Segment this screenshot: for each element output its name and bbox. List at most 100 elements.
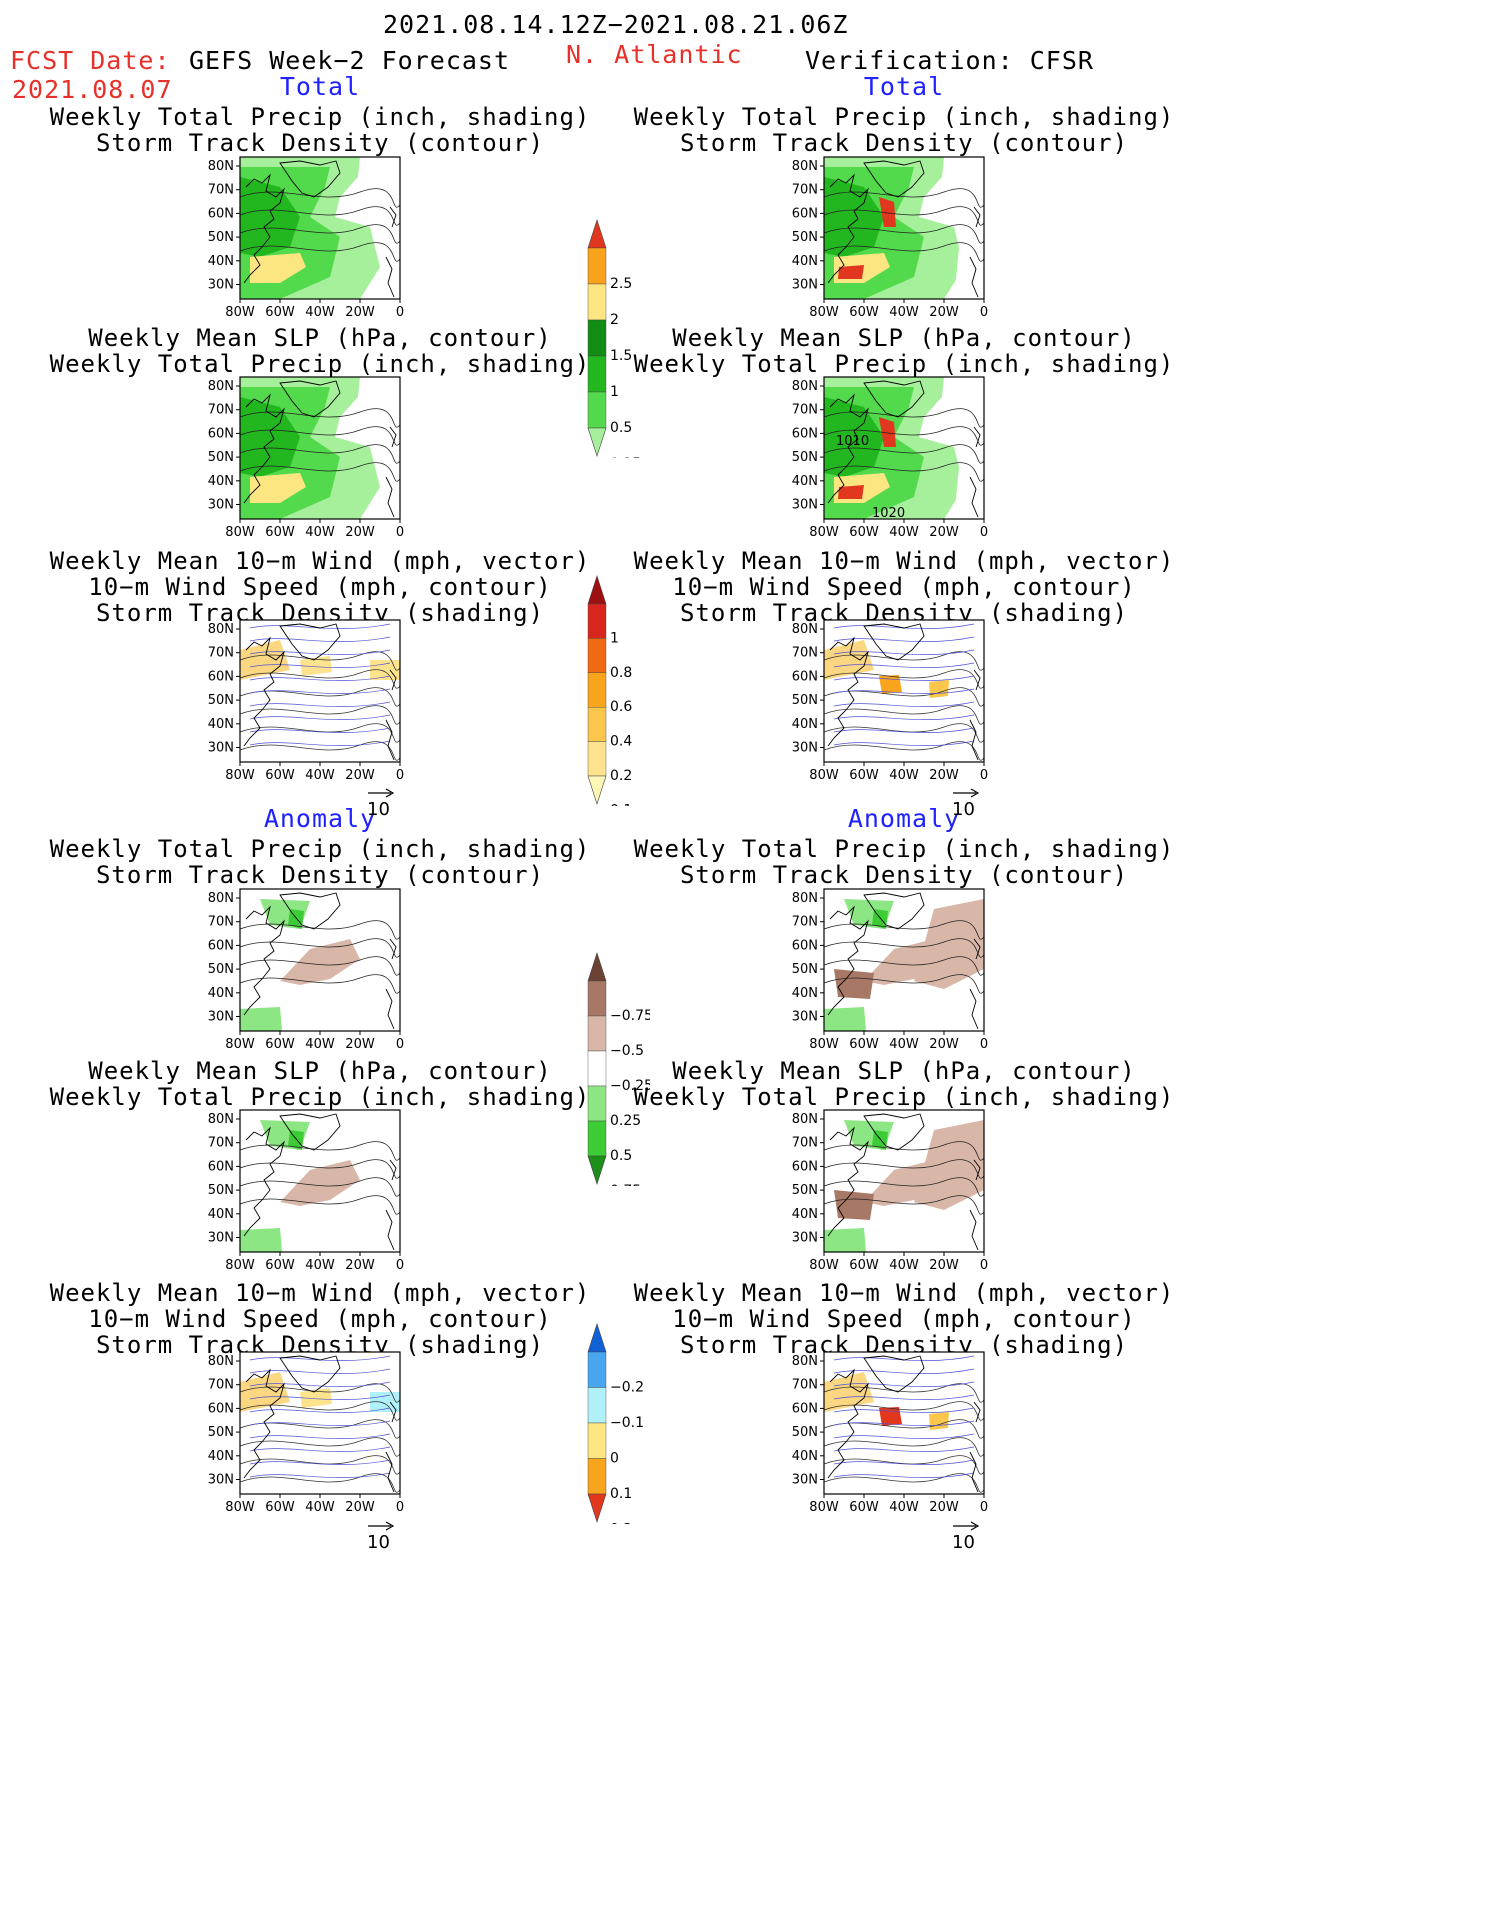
lat-tick-label: 60N [208, 206, 234, 221]
panel-title-6l: Weekly Mean 10−m Wind (mph, vector) 10−m … [49, 1279, 591, 1359]
lat-tick-label: 50N [208, 230, 234, 245]
slp-contour-label: 1010 [836, 434, 869, 449]
colorbar-segment [587, 1351, 607, 1388]
lon-tick-label: 80W [809, 1258, 839, 1273]
lat-tick-label: 80N [792, 891, 818, 906]
colorbar-label: 1.5 [610, 348, 632, 364]
lon-tick-label: 60W [265, 1500, 295, 1515]
lat-tick-label: 40N [208, 1449, 234, 1464]
vector-ref-6l: 10 [367, 1515, 395, 1553]
lat-tick-label: 50N [792, 1183, 818, 1198]
colorbar-label: −0.75 [610, 1008, 650, 1024]
panel-title-2r: Weekly Mean SLP (hPa, contour) Weekly Tot… [633, 324, 1175, 378]
lon-tick-label: 80W [809, 305, 839, 320]
lat-tick-label: 30N [208, 1473, 234, 1488]
lat-tick-label: 70N [792, 646, 818, 661]
lat-tick-label: 80N [208, 1354, 234, 1369]
lat-tick-label: 70N [792, 1136, 818, 1151]
lat-tick-label: 50N [208, 693, 234, 708]
lon-tick-label: 40W [305, 1037, 335, 1052]
lat-tick-label: 50N [792, 693, 818, 708]
lat-tick-label: 80N [792, 622, 818, 637]
lat-tick-label: 80N [208, 622, 234, 637]
colorbar-label: −0.25 [610, 1078, 650, 1094]
arrow-icon [953, 788, 980, 798]
lat-tick-label: 70N [208, 183, 234, 198]
map-panel-8: 80N 70N 60N 50N 40N 30N 80W 60W 40W 20W 0 [784, 883, 994, 1055]
colorbar-segment [587, 1387, 607, 1424]
lat-tick-label: 30N [792, 741, 818, 756]
lat-tick-label: 60N [792, 1159, 818, 1174]
lat-tick-label: 60N [208, 1401, 234, 1416]
lon-tick-label: 20W [345, 525, 375, 540]
lat-tick-label: 60N [208, 1159, 234, 1174]
lat-tick-label: 60N [792, 1401, 818, 1416]
lat-tick-label: 30N [208, 278, 234, 293]
lat-tick-label: 30N [792, 1231, 818, 1246]
lon-tick-label: 0 [980, 525, 988, 540]
lat-tick-label: 80N [208, 1112, 234, 1127]
lat-tick-label: 60N [208, 426, 234, 441]
colorbar-label: −0.2 [610, 1380, 644, 1396]
lat-tick-label: 80N [792, 1112, 818, 1127]
lat-tick-label: 80N [208, 379, 234, 394]
lat-tick-label: 70N [792, 403, 818, 418]
lon-tick-label: 0 [980, 1037, 988, 1052]
colorbar-segment [587, 1015, 607, 1052]
lon-tick-label: 20W [345, 1500, 375, 1515]
lon-tick-label: 80W [225, 525, 255, 540]
lat-tick-label: 40N [792, 986, 818, 1001]
colorbar-segment [587, 319, 607, 357]
lon-tick-label: 20W [929, 768, 959, 783]
lon-tick-label: 60W [849, 768, 879, 783]
vector-ref-3l: 10 [367, 782, 395, 820]
colorbar-top-arrow [587, 219, 607, 249]
colorbar-segment [587, 247, 607, 285]
map-panel-11: 80N 70N 60N 50N 40N 30N 80W 60W 40W 20W 0 [200, 1346, 410, 1518]
lat-tick-label: 40N [792, 1449, 818, 1464]
colorbar-segment [587, 1120, 607, 1157]
lat-tick-label: 70N [208, 1136, 234, 1151]
colorbar-bottom-arrow [587, 427, 607, 457]
panel-title-4r: Weekly Total Precip (inch, shading) Storm… [633, 835, 1175, 889]
colorbar-label: 2 [610, 312, 619, 328]
colorbar-track-anom: −0.2 −0.1 0 0.1 0.2 [580, 1322, 650, 1538]
lat-tick-label: 30N [208, 741, 234, 756]
lat-tick-label: 30N [208, 498, 234, 513]
lat-tick-label: 60N [792, 206, 818, 221]
lon-tick-label: 40W [305, 525, 335, 540]
arrow-icon [368, 1521, 395, 1531]
lat-tick-label: 70N [208, 403, 234, 418]
colorbar-segment [587, 706, 607, 742]
lon-tick-label: 20W [929, 1500, 959, 1515]
colorbar-label: −0.1 [610, 1415, 644, 1431]
section-anomaly-left: Anomaly [263, 804, 377, 833]
lon-tick-label: 80W [809, 525, 839, 540]
lon-tick-label: 0 [980, 1500, 988, 1515]
lat-tick-label: 50N [208, 1183, 234, 1198]
colorbar-label: 0.2 [610, 768, 632, 784]
lon-tick-label: 80W [809, 1037, 839, 1052]
lat-tick-label: 40N [208, 474, 234, 489]
lat-tick-label: 80N [792, 1354, 818, 1369]
lat-tick-label: 40N [792, 254, 818, 269]
colorbar-label: 0.2 [610, 1522, 632, 1525]
lon-tick-label: 60W [265, 525, 295, 540]
lon-tick-label: 40W [889, 1258, 919, 1273]
lat-tick-label: 40N [208, 986, 234, 1001]
lon-tick-label: 0 [396, 525, 404, 540]
lon-tick-label: 60W [849, 525, 879, 540]
colorbar-segment [587, 980, 607, 1017]
lon-tick-label: 20W [929, 525, 959, 540]
lat-tick-label: 30N [792, 1473, 818, 1488]
colorbar-label: 0.5 [610, 1148, 632, 1164]
lon-tick-label: 20W [929, 305, 959, 320]
vector-ref-6r: 10 [952, 1515, 980, 1553]
colorbar-segment [587, 391, 607, 429]
lon-tick-label: 60W [265, 305, 295, 320]
lat-tick-label: 50N [208, 962, 234, 977]
fcst-date-label: FCST Date: [10, 46, 171, 75]
lat-tick-label: 50N [792, 450, 818, 465]
lat-tick-label: 40N [208, 1207, 234, 1222]
lon-tick-label: 20W [929, 1258, 959, 1273]
